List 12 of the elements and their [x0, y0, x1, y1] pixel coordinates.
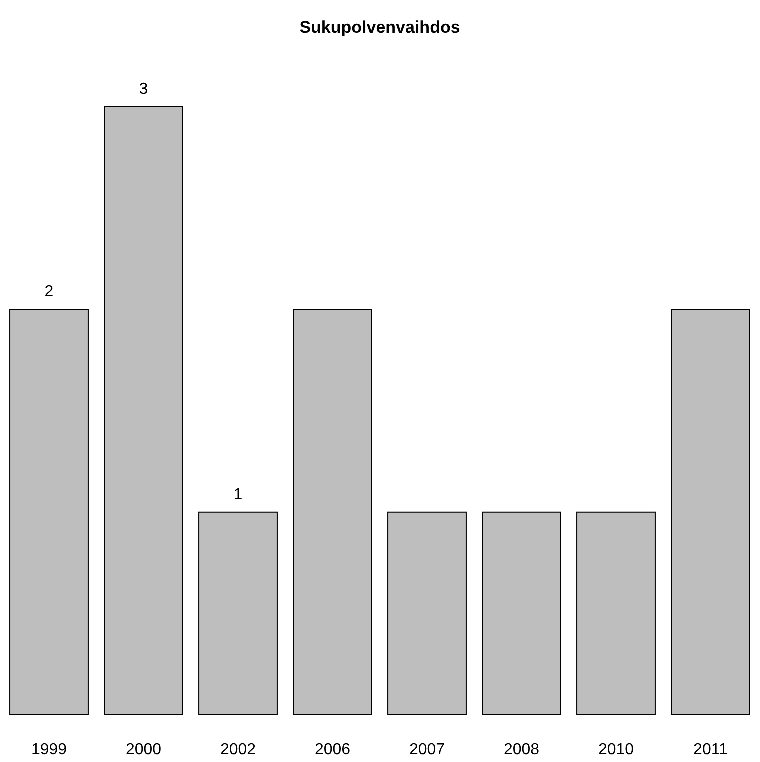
x-tick-label: 2011 [694, 742, 728, 758]
data-label: 3 [139, 81, 148, 98]
x-tick-label: 2000 [126, 742, 162, 758]
x-tick-label: 2006 [314, 742, 351, 758]
chart-title: Sukupolvenvaihdos [300, 18, 460, 37]
data-label: 2 [44, 284, 54, 301]
x-tick-label: 2010 [598, 742, 634, 758]
x-tick-label: 1999 [31, 742, 68, 758]
x-tick-label: 2002 [220, 742, 256, 758]
data-label: 1 [234, 486, 243, 504]
x-tick-label: 2007 [409, 742, 446, 758]
x-tick-label: 2008 [504, 742, 540, 758]
